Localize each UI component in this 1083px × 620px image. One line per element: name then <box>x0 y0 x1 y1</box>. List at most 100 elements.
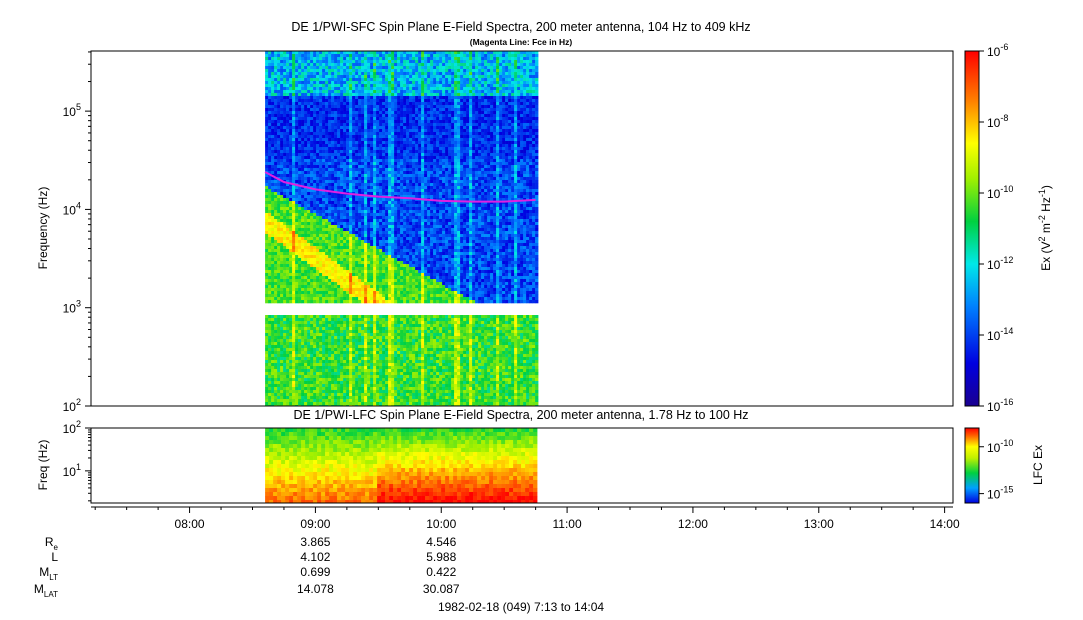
spectrogram-cell <box>271 153 275 157</box>
spectrogram-cell <box>385 138 389 142</box>
spectrogram-cell <box>373 90 377 94</box>
spectrogram-cell <box>388 108 392 112</box>
spectrogram-cell <box>319 174 323 178</box>
spectrogram-cell <box>373 255 377 259</box>
spectrogram-cell <box>265 195 269 199</box>
spectrogram-cell <box>304 297 308 301</box>
spectrogram-cell <box>370 174 374 178</box>
spectrogram-cell <box>280 363 284 367</box>
spectrogram-cell <box>322 348 326 352</box>
spectrogram-cell <box>322 156 326 160</box>
spectrogram-cell <box>319 84 323 88</box>
spectrogram-cell <box>340 288 344 292</box>
spectrogram-cell <box>277 252 281 256</box>
spectrogram-cell <box>364 258 368 262</box>
spectrogram-cell <box>355 294 359 298</box>
spectrogram-cell <box>361 375 365 379</box>
spectrogram-cell <box>322 390 326 394</box>
spectrogram-cell <box>385 54 389 58</box>
spectrogram-cell <box>364 222 368 226</box>
spectrogram-cell <box>361 60 365 64</box>
spectrogram-cell <box>289 63 293 67</box>
spectrogram-cell <box>304 147 308 151</box>
spectrogram-cell <box>355 63 359 67</box>
spectrogram-cell <box>358 201 362 205</box>
spectrogram-cell <box>337 159 341 163</box>
spectrogram-cell <box>307 348 311 352</box>
spectrogram-cell <box>316 243 320 247</box>
spectrogram-cell <box>265 138 269 142</box>
spectrogram-cell <box>334 186 338 190</box>
spectrogram-cell <box>280 99 284 103</box>
spectrogram-cell <box>364 117 368 121</box>
spectrogram-cell <box>310 216 314 220</box>
spectrogram-cell <box>331 300 335 304</box>
spectrogram-cell <box>382 375 386 379</box>
spectrogram-cell <box>343 255 347 259</box>
spectrogram-cell <box>358 216 362 220</box>
spectrogram-cell <box>277 348 281 352</box>
spectrogram-cell <box>328 72 332 76</box>
spectrogram-cell <box>310 123 314 127</box>
spectrogram-cell <box>268 327 272 331</box>
spectrogram-cell <box>319 390 323 394</box>
spectrogram-cell <box>346 126 350 130</box>
spectrogram-cell <box>385 93 389 97</box>
spectrogram-cell <box>277 345 281 349</box>
spectrogram-cell <box>292 330 296 334</box>
spectrogram-cell <box>373 63 377 67</box>
spectrogram-cell <box>265 357 269 361</box>
spectrogram-cell <box>286 366 290 370</box>
spectrogram-cell <box>325 51 329 55</box>
spectrogram-cell <box>289 372 293 376</box>
spectrogram-cell <box>289 159 293 163</box>
spectrogram-cell <box>298 327 302 331</box>
spectrogram-cell <box>292 213 296 217</box>
spectrogram-cell <box>325 132 329 136</box>
spectrogram-cell <box>289 273 293 277</box>
spectrogram-cell <box>313 90 317 94</box>
spectrogram-cell <box>295 267 299 271</box>
spectrogram-cell <box>376 369 380 373</box>
spectrogram-cell <box>364 339 368 343</box>
spectrogram-cell <box>313 207 317 211</box>
spectrogram-cell <box>316 123 320 127</box>
spectrogram-cell <box>334 315 338 319</box>
spectrogram-cell <box>379 117 383 121</box>
spectrogram-cell <box>304 210 308 214</box>
spectrogram-cell <box>376 333 380 337</box>
spectrogram-cell <box>313 162 317 166</box>
spectrogram-cell <box>340 150 344 154</box>
spectrogram-cell <box>283 147 287 151</box>
spectrogram-cell <box>373 342 377 346</box>
spectrogram-cell <box>307 243 311 247</box>
spectrogram-cell <box>355 255 359 259</box>
spectrogram-cell <box>379 219 383 223</box>
spectrogram-cell <box>385 90 389 94</box>
spectrogram-cell <box>376 276 380 280</box>
spectrogram-cell <box>313 219 317 223</box>
spectrogram-cell <box>310 132 314 136</box>
spectrogram-cell <box>334 243 338 247</box>
spectrogram-cell <box>361 282 365 286</box>
spectrogram-cell <box>358 315 362 319</box>
spectrogram-cell <box>334 81 338 85</box>
spectrogram-cell <box>343 276 347 280</box>
spectrogram-cell <box>358 234 362 238</box>
spectrogram-cell <box>370 387 374 391</box>
spectrogram-cell <box>385 153 389 157</box>
spectrogram-cell <box>289 51 293 55</box>
spectrogram-cell <box>388 390 392 394</box>
spectrogram-cell <box>331 183 335 187</box>
spectrogram-cell <box>343 198 347 202</box>
spectrogram-cell <box>289 354 293 358</box>
spectrogram-cell <box>355 102 359 106</box>
spectrogram-cell <box>373 60 377 64</box>
spectrogram-cell <box>370 168 374 172</box>
spectrogram-cell <box>307 375 311 379</box>
spectrogram-cell <box>373 87 377 91</box>
spectrogram-cell <box>313 339 317 343</box>
spectrogram-cell <box>370 51 374 55</box>
spectrogram-cell <box>277 300 281 304</box>
spectrogram-cell <box>352 207 356 211</box>
